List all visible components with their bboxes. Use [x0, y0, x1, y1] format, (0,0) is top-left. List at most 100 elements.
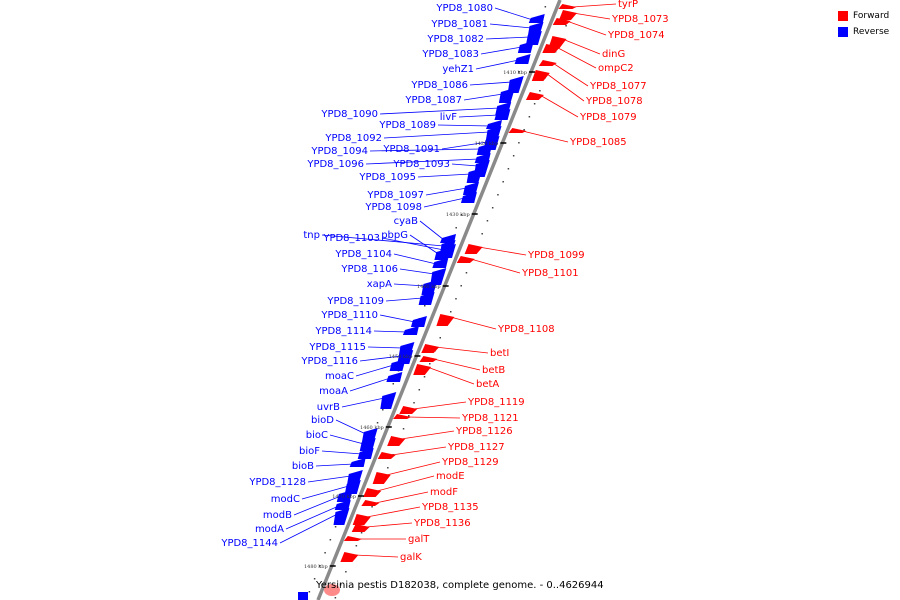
gene-label-ding: dinG: [602, 49, 625, 60]
leader-yehz1: [475, 59, 519, 70]
gene-label-betb: betB: [482, 365, 505, 376]
minor-tick-left: [376, 422, 379, 424]
gene-label-ypd8-1085: YPD8_1085: [569, 137, 627, 148]
minor-tick-right: [460, 285, 462, 287]
minor-tick-right: [429, 363, 431, 365]
gene-label-cyab: cyaB: [394, 216, 419, 227]
legend-reverse: Reverse: [838, 24, 889, 40]
major-ticks: 1410 kbp 1420 kbp 1430 kbp 1440 kbp 1450 kbp…: [304, 70, 535, 570]
reverse-feature-ypd8-1109: [418, 292, 435, 305]
leader-modf: [375, 491, 429, 504]
leader-ypd8-1093: [451, 163, 478, 167]
gene-label-ypd8-1098: YPD8_1098: [364, 202, 422, 213]
minor-tick-left: [324, 552, 326, 554]
gene-label-biod: bioD: [311, 415, 334, 426]
gene-label-ypd8-1108: YPD8_1108: [497, 324, 555, 335]
leader-ypd8-1089: [437, 124, 490, 127]
forward-feature-ypd8-1108: [436, 314, 455, 326]
minor-tick-right: [408, 415, 410, 417]
leader-livf: [458, 114, 499, 118]
leader-ypd8-1092: [383, 131, 490, 139]
leader-beta: [427, 366, 475, 385]
gene-label-ypd8-1081: YPD8_1081: [430, 19, 488, 30]
reverse-feature-ypd8-1096: [474, 153, 491, 163]
gene-label-ypd8-1127: YPD8_1127: [447, 442, 505, 453]
leader-ypd8-1086: [469, 81, 512, 86]
leader-biof: [321, 450, 362, 455]
tick-label-1450-kbp: 1450 kbp: [389, 354, 413, 360]
forward-feature-galt: [343, 536, 362, 541]
gene-label-beta: betA: [476, 379, 499, 390]
leader-modb: [293, 495, 341, 516]
gene-label-modb: modB: [263, 510, 292, 521]
minor-tick-left: [308, 591, 311, 593]
minor-tick-left: [460, 214, 463, 216]
tick-label-1410-kbp: 1410 kbp: [503, 70, 527, 76]
gene-label-modc: modC: [271, 494, 300, 505]
reverse-feature-yehz1: [514, 54, 531, 64]
gene-label-ypd8-1092: YPD8_1092: [324, 133, 382, 144]
minor-tick-right: [387, 467, 389, 469]
reverse-feature-ypd8-1144: [333, 508, 350, 525]
forward-feature-ypd8-1079: [525, 92, 544, 100]
leader-ypd8-1079: [539, 94, 579, 118]
minor-tick-right: [518, 142, 520, 144]
leader-ypd8-1116: [359, 355, 402, 362]
gene-label-biof: bioF: [299, 446, 320, 457]
gene-label-modf: modF: [430, 487, 458, 498]
gene-label-tyrp: tyrP: [618, 0, 638, 10]
leader-ypd8-1099: [478, 246, 527, 256]
minor-tick-right: [523, 129, 525, 131]
leader-ypd8-1144: [279, 513, 338, 544]
leader-biod: [335, 419, 366, 435]
reverse-feature-moac: [389, 359, 406, 371]
legend-forward: Forward: [838, 8, 889, 24]
gene-label-mode: modE: [436, 471, 465, 482]
gene-label-ypd8-1116: YPD8_1116: [300, 356, 358, 367]
leader-ypd8-1106: [399, 268, 435, 275]
forward-feature-ypd8-1121: [393, 414, 412, 419]
forward-feature-ding: [548, 36, 567, 48]
reverse-feature-ypd8-1095: [466, 168, 483, 183]
forward-label: Forward: [853, 11, 890, 21]
reverse-swatch: [838, 27, 848, 37]
gene-label-ypd8-1106: YPD8_1106: [340, 264, 398, 275]
forward-feature-ypd8-1129: [372, 472, 391, 484]
genome-backbone: [316, 0, 562, 600]
leader-beti: [435, 346, 489, 354]
minor-tick-right: [371, 506, 373, 508]
gene-label-ypd8-1082: YPD8_1082: [426, 34, 484, 45]
forward-feature-edge-blob: [324, 584, 340, 596]
leader-biob: [315, 463, 354, 467]
leader-moaa: [349, 377, 391, 392]
leader-tyrp: [572, 3, 617, 8]
reverse-feature-xapa: [421, 280, 438, 295]
gene-label-ypd8-1074: YPD8_1074: [607, 30, 665, 41]
gene-label-ypd8-1099: YPD8_1099: [527, 250, 585, 261]
forward-feature-ypd8-1135: [352, 514, 371, 525]
minor-tick-right: [539, 90, 541, 92]
minor-tick-right: [413, 402, 415, 404]
gene-label-ypd8-1129: YPD8_1129: [441, 457, 499, 468]
minor-tick-right: [339, 584, 342, 586]
forward-feature-tyrp: [558, 4, 577, 9]
gene-label-galt: galT: [408, 534, 430, 545]
leader-ypd8-1087: [463, 93, 503, 101]
forward-feature-betb: [419, 356, 438, 362]
leader-ypd8-1081: [489, 23, 532, 29]
leader-moac: [355, 364, 394, 377]
leader-ypd8-1136: [365, 522, 413, 528]
minor-tick-right: [465, 272, 468, 274]
gene-label-ypd8-1096: YPD8_1096: [306, 159, 364, 170]
forward-feature-ypd8-1074: [552, 18, 571, 25]
minor-tick-right: [512, 155, 515, 157]
leader-modc: [301, 485, 349, 500]
forward-features: [298, 4, 577, 600]
leader-ding: [562, 38, 601, 55]
reverse-feature-ypd8-1097: [462, 182, 479, 195]
reverse-feature-ypd8-1086: [507, 76, 524, 93]
reverse-feature-bioc: [359, 438, 376, 451]
forward-feature-ypd8-1099: [464, 244, 483, 254]
leader-ypd8-1114: [373, 330, 407, 333]
gene-label-ypd8-1121: YPD8_1121: [461, 413, 519, 424]
